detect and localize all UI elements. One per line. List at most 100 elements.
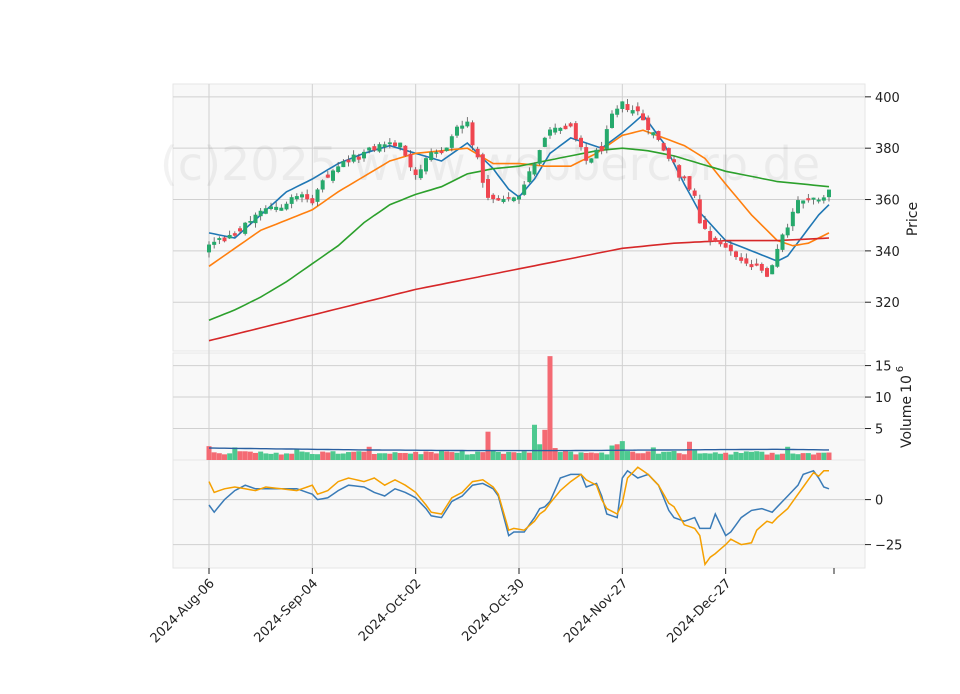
volume-bar — [418, 454, 424, 460]
volume-bar — [206, 446, 212, 460]
candle-up — [501, 198, 506, 203]
volume-bar — [764, 454, 770, 460]
volume-bar — [681, 454, 687, 460]
volume-bar — [278, 454, 284, 460]
volume-bar — [501, 453, 506, 460]
candle-down — [806, 198, 811, 201]
candle-up — [589, 158, 594, 163]
candle-down — [486, 179, 490, 198]
volume-bar — [826, 452, 832, 460]
candle-down — [232, 233, 237, 236]
candle-up — [527, 171, 532, 183]
candle-down — [749, 264, 754, 268]
volume-bar — [351, 451, 357, 460]
candle-down — [496, 198, 501, 201]
candle-up — [434, 152, 439, 154]
volume-bar — [392, 452, 398, 460]
x-tick-label: 2024-Aug-06 — [148, 576, 218, 646]
volume-bar — [578, 452, 584, 460]
ma-line-3 — [208, 147, 830, 321]
candle-down — [584, 147, 589, 161]
candle-up — [227, 234, 232, 239]
candle-down — [346, 159, 351, 163]
volume-bar — [408, 453, 413, 460]
volume-bar — [697, 453, 703, 460]
volume-bar — [785, 446, 791, 460]
volume-bar — [485, 431, 491, 460]
candle-up — [367, 147, 372, 151]
volume-bar — [526, 452, 532, 460]
candle-down — [703, 219, 707, 229]
candle-down — [646, 117, 651, 131]
volume-bar — [687, 441, 692, 460]
candle-down — [579, 137, 583, 148]
candle-down — [661, 143, 666, 151]
volume-bar — [769, 452, 775, 460]
volume-bar — [242, 451, 248, 460]
volume-bar — [728, 454, 734, 460]
osc-tick-label: 0 — [875, 494, 883, 509]
candle-down — [408, 153, 413, 168]
volume-bar — [609, 445, 615, 460]
volume-bar — [552, 448, 558, 460]
volume-bar — [733, 451, 739, 460]
volume-bar — [361, 451, 367, 460]
volume-bar — [294, 449, 300, 460]
price-tick-label: 340 — [875, 245, 900, 260]
volume-bar — [723, 452, 729, 460]
volume-bar — [330, 451, 336, 460]
candle-up — [331, 170, 335, 181]
x-tick-label: 2024-Nov-27 — [561, 576, 631, 646]
volume-bar — [258, 451, 264, 460]
volume-bar — [718, 453, 723, 460]
candle-down — [563, 125, 568, 130]
candle-up — [558, 127, 563, 131]
candle-up — [362, 151, 366, 159]
candle-down — [403, 145, 408, 156]
volume-bar — [304, 452, 310, 460]
volume-bar — [537, 444, 543, 460]
candle-up — [300, 194, 304, 198]
candle-down — [759, 263, 764, 271]
candle-down — [625, 104, 630, 111]
volume-bar — [635, 453, 641, 460]
volume-bar — [433, 453, 439, 460]
volume-bar — [800, 453, 806, 460]
volume-bar — [454, 452, 460, 460]
volume-bar — [211, 452, 217, 460]
candle-down — [666, 148, 671, 159]
candle-up — [398, 142, 403, 148]
volume-bar — [516, 452, 522, 460]
price-tick-label: 400 — [875, 91, 900, 106]
volume-bar — [774, 454, 780, 460]
volume-bar — [790, 453, 796, 460]
volume-axis-title: Volume — [899, 396, 915, 448]
volume-bar — [335, 453, 341, 460]
candle-up — [532, 163, 537, 175]
volume-bar — [247, 451, 253, 460]
candle-up — [537, 150, 542, 164]
candle-down — [393, 142, 397, 147]
volume-bar — [325, 452, 331, 460]
volume-bar — [650, 447, 656, 460]
volume-bar — [449, 452, 455, 460]
candle-up — [615, 108, 620, 115]
volume-bar — [346, 452, 351, 460]
volume-bar — [588, 452, 594, 460]
x-tick-label: 2024-Oct-02 — [356, 576, 424, 644]
volume-bar — [377, 453, 382, 460]
candle-down — [739, 257, 744, 261]
volume-bar — [397, 453, 403, 460]
x-tick-label: 2024-Sep-04 — [252, 576, 322, 646]
candle-down — [238, 228, 242, 232]
candle-down — [491, 194, 496, 200]
volume-bar — [749, 451, 754, 460]
candle-up — [315, 189, 320, 202]
volume-bar — [309, 454, 315, 460]
volume-bar — [315, 454, 320, 460]
candle-up — [511, 197, 516, 202]
candle-down — [372, 146, 377, 151]
volume-bar — [645, 451, 651, 460]
volume-bar — [795, 454, 801, 460]
